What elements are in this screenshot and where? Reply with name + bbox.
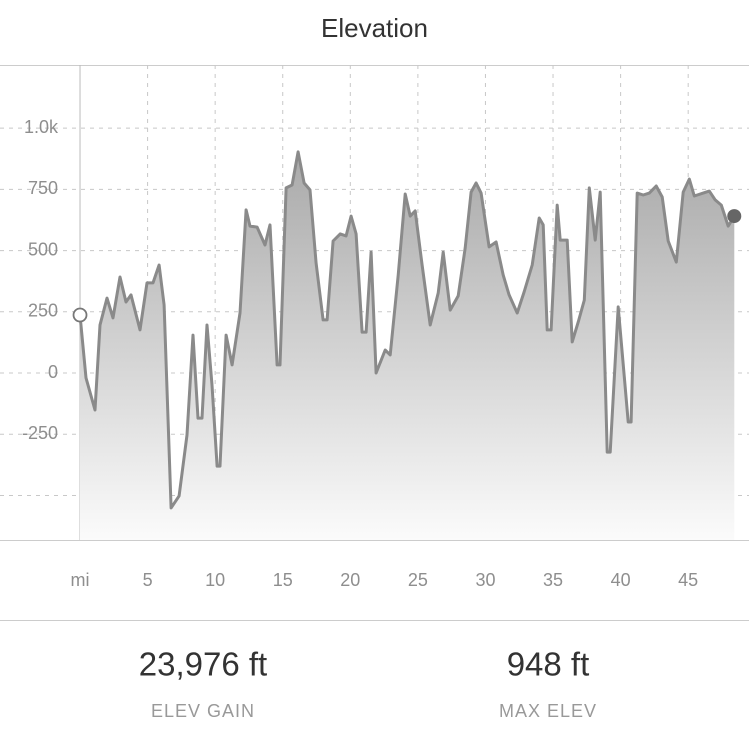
stat-label: MAX ELEV <box>499 701 597 721</box>
y-tick-label: 0 <box>48 362 58 382</box>
stat-value: 948 ft <box>507 646 590 683</box>
x-tick-label: 10 <box>205 570 225 590</box>
x-tick-label: mi <box>71 570 90 590</box>
x-tick-label: 40 <box>611 570 631 590</box>
x-tick-label: 5 <box>143 570 153 590</box>
plot: -250 0 250 500 750 1.0k mi 5 10 15 20 25 30 35 40 45 <box>0 65 749 590</box>
y-tick-label: -250 <box>22 423 58 443</box>
elevation-area <box>80 151 735 540</box>
x-tick-label: 20 <box>340 570 360 590</box>
y-tick-label: 500 <box>28 239 58 259</box>
x-tick-label: 15 <box>273 570 293 590</box>
x-tick-label: 35 <box>543 570 563 590</box>
x-tick-label: 25 <box>408 570 428 590</box>
y-tick-label: 1.0k <box>24 117 59 137</box>
y-tick-label: 750 <box>28 178 58 198</box>
stat-value: 23,976 ft <box>139 646 267 683</box>
y-tick-label: 250 <box>28 301 58 321</box>
end-marker <box>727 209 742 224</box>
x-tick-label: 45 <box>678 570 698 590</box>
x-tick-label: 30 <box>475 570 495 590</box>
chart-title: Elevation <box>321 13 428 43</box>
start-marker <box>72 307 88 323</box>
stat-label: ELEV GAIN <box>151 701 255 721</box>
elevation-line <box>78 150 736 510</box>
